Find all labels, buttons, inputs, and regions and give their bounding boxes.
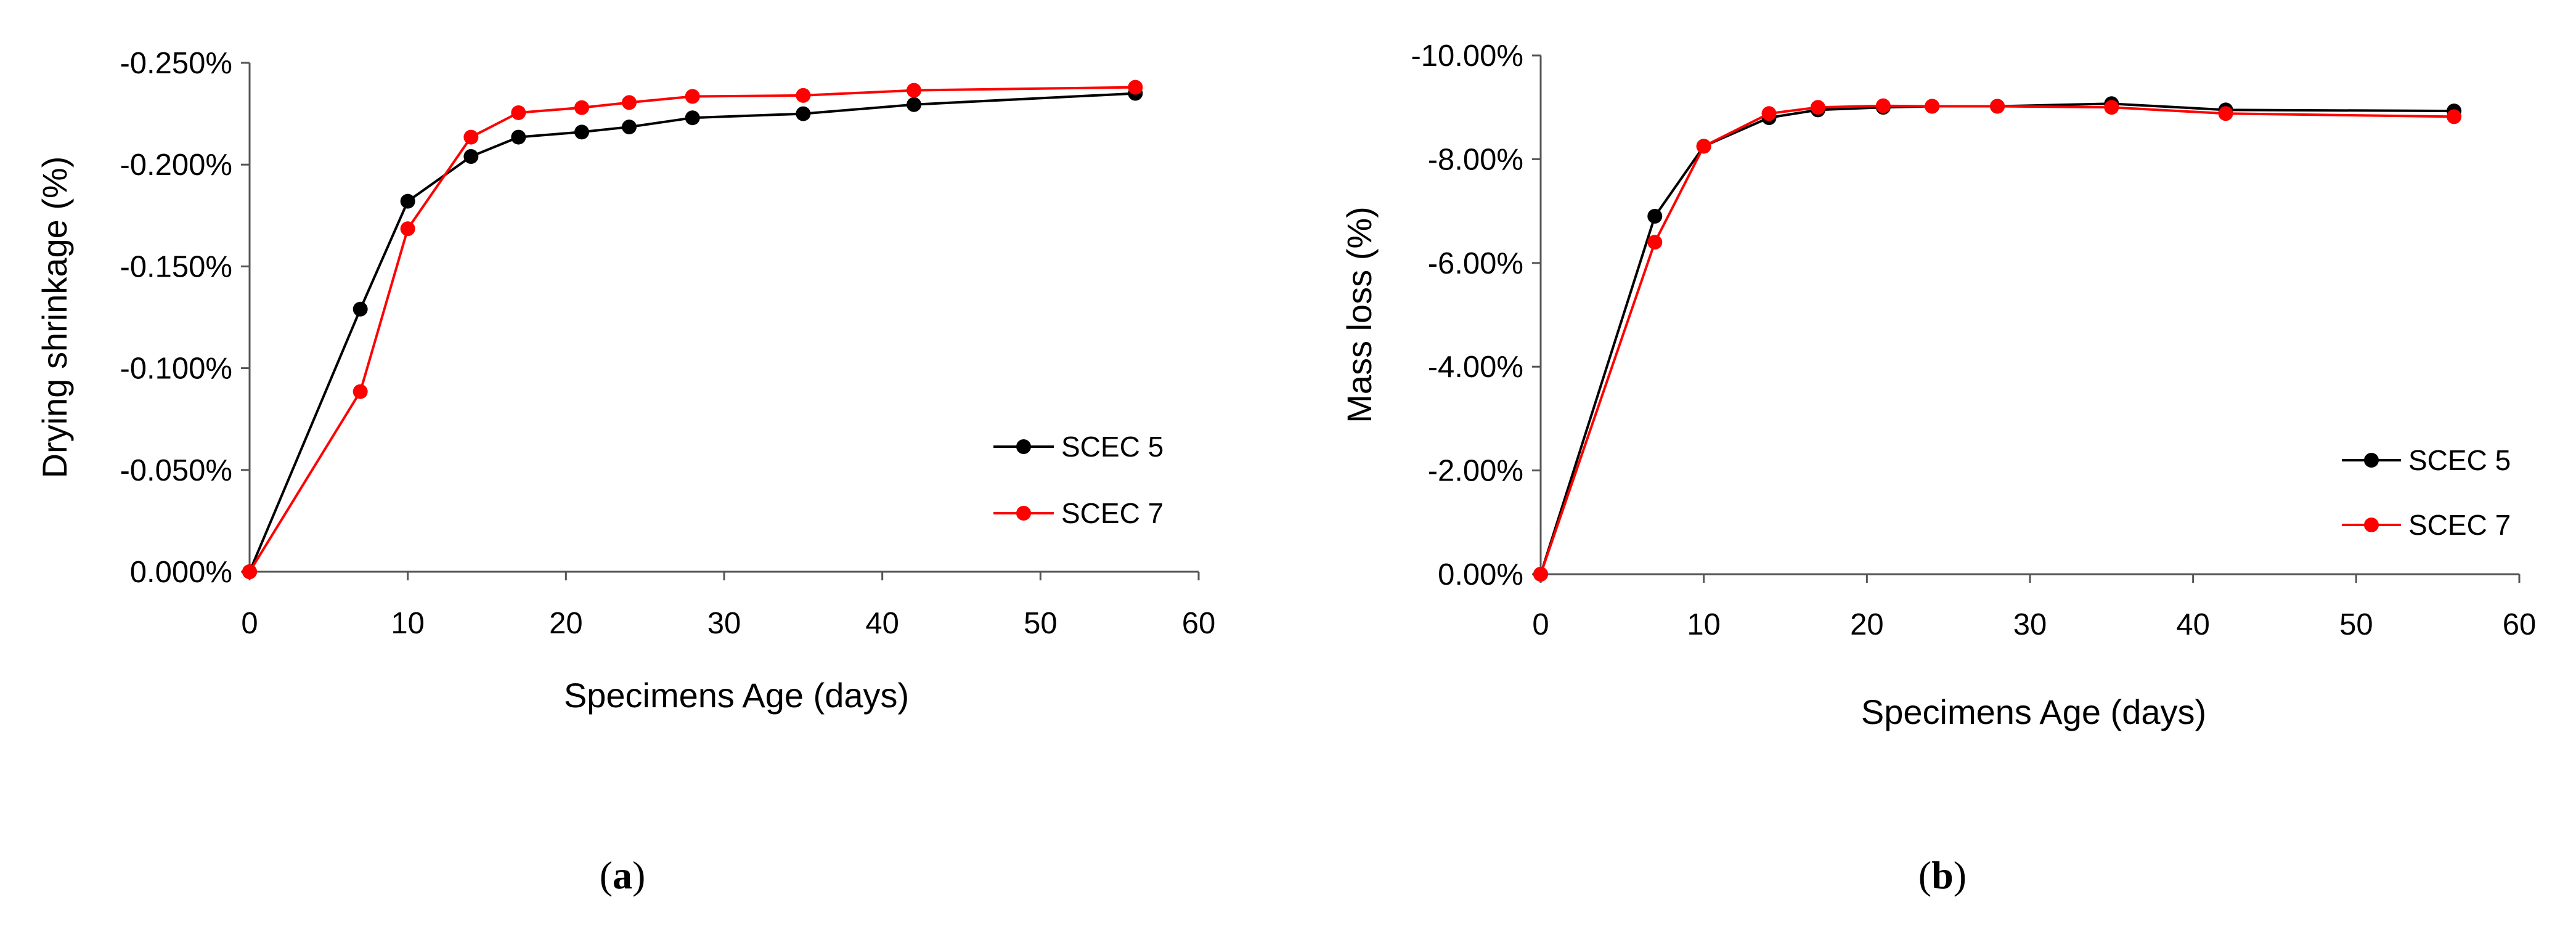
series-line bbox=[1539, 104, 2455, 575]
data-point bbox=[685, 110, 700, 126]
data-point bbox=[242, 564, 257, 579]
legend-label: SCEC 5 bbox=[1061, 431, 1164, 463]
legend-marker bbox=[2364, 518, 2379, 532]
panel-label: (a) bbox=[600, 853, 646, 897]
data-point bbox=[622, 95, 637, 110]
data-point bbox=[511, 129, 526, 145]
x-tick-label: 20 bbox=[549, 607, 583, 640]
x-axis-title: Specimens Age (days) bbox=[1861, 692, 2206, 731]
legend-marker bbox=[2364, 453, 2379, 468]
series-scec-5 bbox=[1533, 96, 2462, 582]
panel-label-letter: a bbox=[613, 853, 632, 897]
data-point bbox=[511, 105, 526, 120]
data-point bbox=[685, 89, 700, 104]
y-tick-label: -0.250% bbox=[120, 47, 232, 80]
x-tick-label: 20 bbox=[1850, 608, 1884, 641]
data-point bbox=[1696, 139, 1711, 154]
y-tick-label: 0.000% bbox=[130, 556, 232, 589]
y-tick-label: -2.00% bbox=[1428, 455, 1523, 488]
data-point bbox=[2447, 109, 2462, 124]
x-tick-label: 30 bbox=[707, 607, 741, 640]
y-tick-label: -0.050% bbox=[120, 454, 232, 487]
y-tick-label: -4.00% bbox=[1428, 351, 1523, 384]
legend-label: SCEC 5 bbox=[2408, 444, 2511, 476]
x-tick-label: 50 bbox=[2339, 608, 2373, 641]
data-point bbox=[400, 193, 415, 209]
y-tick-label: -6.00% bbox=[1428, 247, 1523, 280]
data-point bbox=[353, 384, 368, 399]
panel-label: (b) bbox=[1918, 853, 1967, 897]
y-tick-label: -0.150% bbox=[120, 250, 232, 283]
data-point bbox=[907, 83, 921, 98]
x-tick-label: 40 bbox=[865, 607, 899, 640]
data-point bbox=[1647, 209, 1663, 224]
x-tick-label: 0 bbox=[241, 607, 258, 640]
y-tick-label: -10.00% bbox=[1411, 39, 1523, 73]
data-point bbox=[400, 221, 415, 237]
legend-marker bbox=[1016, 439, 1031, 454]
data-point bbox=[1761, 106, 1777, 121]
data-point bbox=[907, 97, 921, 112]
panel-a: 0.000% -0.050% -0.100% -0.150% -0.200% -0.250… bbox=[35, 47, 1215, 897]
legend-label: SCEC 7 bbox=[2408, 509, 2511, 541]
y-tick-label: -0.100% bbox=[120, 352, 232, 386]
data-point bbox=[796, 87, 811, 103]
x-tick-label: 0 bbox=[1532, 608, 1549, 641]
panel-label-letter: b bbox=[1931, 853, 1954, 897]
x-tick-label: 50 bbox=[1024, 607, 1058, 640]
data-point bbox=[622, 120, 637, 135]
x-tick-label: 30 bbox=[2013, 608, 2047, 641]
series-line bbox=[1539, 102, 2455, 575]
panel-b: 0.00% -2.00% -4.00% -6.00% -8.00% -10.00% 0 10 2… bbox=[1340, 39, 2536, 897]
legend-label: SCEC 7 bbox=[1061, 497, 1164, 529]
data-point bbox=[1533, 567, 1548, 582]
series-scec-7 bbox=[1533, 98, 2462, 582]
y-tick-label: -0.200% bbox=[120, 148, 232, 182]
x-axis-title: Specimens Age (days) bbox=[564, 676, 909, 715]
data-point bbox=[1990, 99, 2005, 114]
data-point bbox=[2104, 100, 2119, 115]
data-point bbox=[463, 129, 479, 145]
data-point bbox=[1647, 235, 1663, 250]
series-line bbox=[248, 92, 1136, 572]
data-point bbox=[574, 124, 589, 140]
data-point bbox=[1810, 100, 1825, 115]
x-tick-label: 60 bbox=[1182, 607, 1216, 640]
y-axis-title: Drying shrinkage (%) bbox=[35, 156, 74, 479]
x-tick-label: 10 bbox=[391, 607, 425, 640]
y-axis-title: Mass loss (%) bbox=[1340, 206, 1379, 423]
series-line bbox=[248, 86, 1136, 573]
data-point bbox=[353, 301, 368, 317]
y-tick-label: -8.00% bbox=[1428, 143, 1523, 176]
data-point bbox=[1925, 99, 1940, 114]
data-point bbox=[2218, 106, 2233, 121]
x-tick-label: 40 bbox=[2176, 608, 2210, 641]
data-point bbox=[463, 148, 479, 164]
legend-marker bbox=[1016, 506, 1031, 521]
y-tick-label: 0.00% bbox=[1438, 558, 1523, 591]
data-point bbox=[574, 100, 589, 115]
series-scec-7 bbox=[242, 79, 1143, 579]
x-tick-label: 10 bbox=[1687, 608, 1721, 641]
x-tick-label: 60 bbox=[2503, 608, 2537, 641]
data-point bbox=[1875, 98, 1891, 113]
data-point bbox=[796, 106, 811, 121]
data-point bbox=[1128, 79, 1143, 95]
